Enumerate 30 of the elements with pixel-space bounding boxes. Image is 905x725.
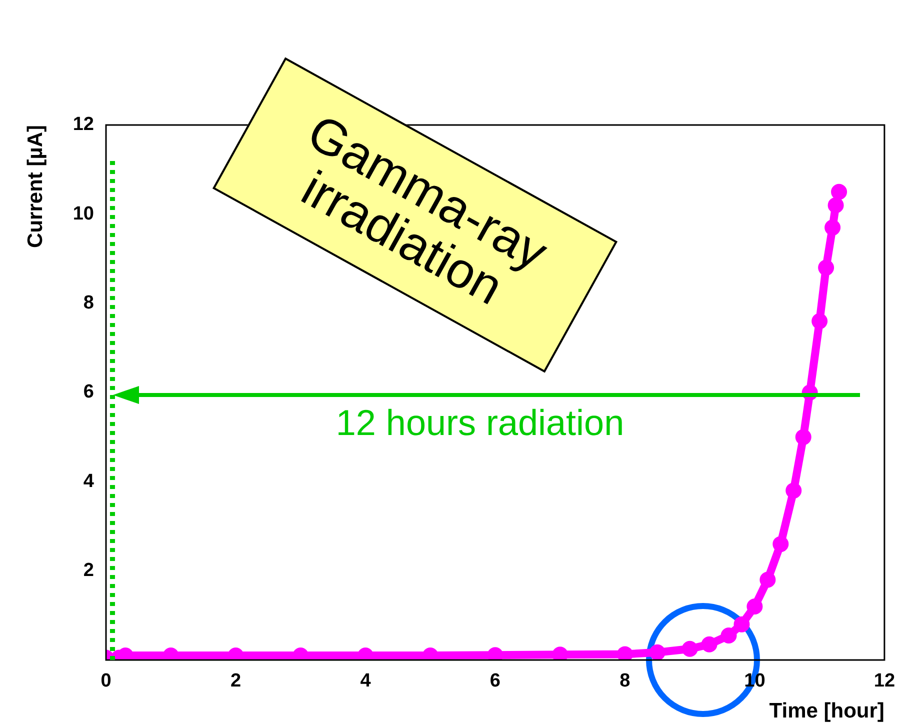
y-tick-label: 4 (83, 470, 94, 492)
point (828, 197, 844, 214)
x-tick-label: 6 (490, 670, 501, 692)
y-axis-title: Current [µA] (24, 125, 47, 248)
y-tick-label: 6 (83, 382, 94, 403)
annotation: 12 hours radiation (334, 402, 626, 444)
point (795, 429, 812, 446)
point (824, 220, 841, 236)
point (772, 536, 789, 552)
x-tick-label: 8 (620, 670, 630, 692)
y-tick-label: 8 (83, 292, 94, 314)
point (649, 644, 666, 660)
y-tick-label: 12 (72, 114, 94, 136)
point (701, 636, 718, 652)
point (786, 482, 802, 499)
point (760, 572, 776, 588)
y-tick-label: 10 (72, 203, 94, 224)
point (746, 598, 763, 614)
point (812, 313, 828, 330)
point (734, 616, 750, 632)
x-axis-title: Time [hour] (769, 699, 884, 722)
x-tick-label: 12 (874, 670, 896, 692)
x-tick-label: 4 (360, 670, 372, 692)
point (818, 260, 834, 276)
point (682, 640, 698, 657)
point (831, 184, 848, 200)
x-tick-label: 0 (100, 670, 112, 692)
y-tick-label: 2 (83, 560, 94, 582)
point (720, 627, 737, 644)
x-tick-label: 2 (230, 670, 242, 692)
